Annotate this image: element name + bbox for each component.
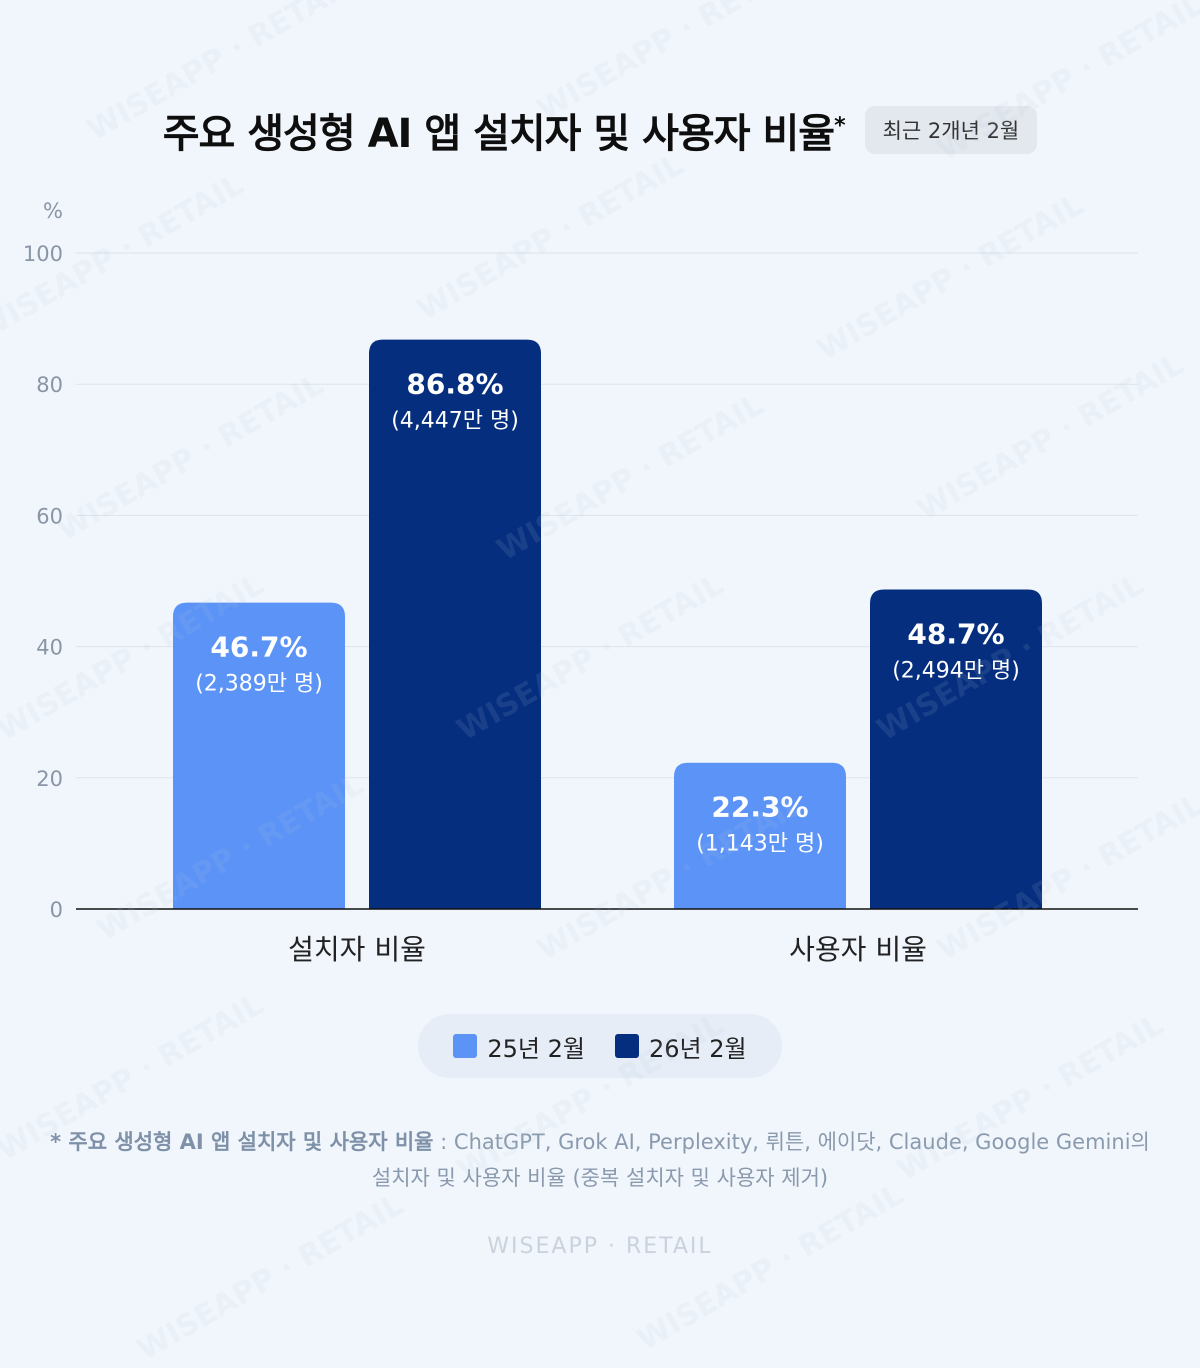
legend-swatch-series2 (615, 1034, 639, 1058)
bar (369, 339, 541, 909)
legend: 25년 2월 26년 2월 (418, 1014, 782, 1078)
bar-sublabel: (4,447만 명) (391, 409, 519, 434)
bar (870, 589, 1042, 909)
legend-swatch-series1 (453, 1034, 478, 1058)
bar-sublabel: (2,494만 명) (892, 659, 1020, 684)
legend-label-series2: 26년 2월 (649, 1034, 747, 1063)
chart-title: 주요 생성형 AI 앱 설치자 및 사용자 비율* (162, 111, 846, 157)
title-footnote-mark: * (834, 113, 845, 139)
legend-item-series2: 26년 2월 (615, 1029, 747, 1064)
footnote-line2: 설치자 및 사용자 비율 (중복 설치자 및 사용자 제거) (371, 1166, 829, 1190)
bar-sublabel: (1,143만 명) (696, 832, 824, 857)
bar-chart: % 0 20 40 60 80 100 46.7% (2,389만 명) 86.8% (4,447만… (23, 199, 1138, 966)
watermark-text: WISEAPP · RETAIL (131, 1187, 410, 1368)
footnote-lead: * 주요 생성형 AI 앱 설치자 및 사용자 비율 (50, 1130, 434, 1154)
y-tick-label: 100 (23, 242, 63, 266)
bar (674, 762, 846, 909)
footnote: * 주요 생성형 AI 앱 설치자 및 사용자 비율 : ChatGPT, Gr… (40, 1124, 1160, 1196)
bar-value-label: 22.3% (711, 791, 808, 824)
y-tick-label: 0 (50, 898, 63, 922)
legend-label-series1: 25년 2월 (487, 1034, 585, 1063)
bar-value-label: 48.7% (907, 618, 1004, 651)
x-category-label: 설치자 비율 (288, 933, 426, 966)
y-axis-unit: % (43, 199, 63, 223)
y-tick-label: 40 (36, 636, 63, 660)
y-tick-label: 60 (36, 504, 63, 528)
bar (173, 602, 345, 909)
x-category-label: 사용자 비율 (789, 933, 927, 966)
legend-item-series1: 25년 2월 (453, 1029, 585, 1064)
bar-value-label: 86.8% (406, 368, 503, 401)
bar-sublabel: (2,389만 명) (195, 672, 323, 697)
bar-value-label: 46.7% (210, 631, 307, 664)
y-tick-label: 20 (36, 767, 63, 791)
watermark-text: WISEAPP · RETAIL (631, 1177, 910, 1358)
chart-header: 주요 생성형 AI 앱 설치자 및 사용자 비율* 최근 2개년 2월 (0, 100, 1200, 160)
period-badge: 최근 2개년 2월 (864, 106, 1038, 154)
y-tick-label: 80 (36, 373, 63, 397)
footnote-line1: : ChatGPT, Grok AI, Perplexity, 뤼튼, 에이닷,… (433, 1130, 1150, 1154)
brand-logo: WISEAPP · RETAIL (487, 1234, 713, 1259)
